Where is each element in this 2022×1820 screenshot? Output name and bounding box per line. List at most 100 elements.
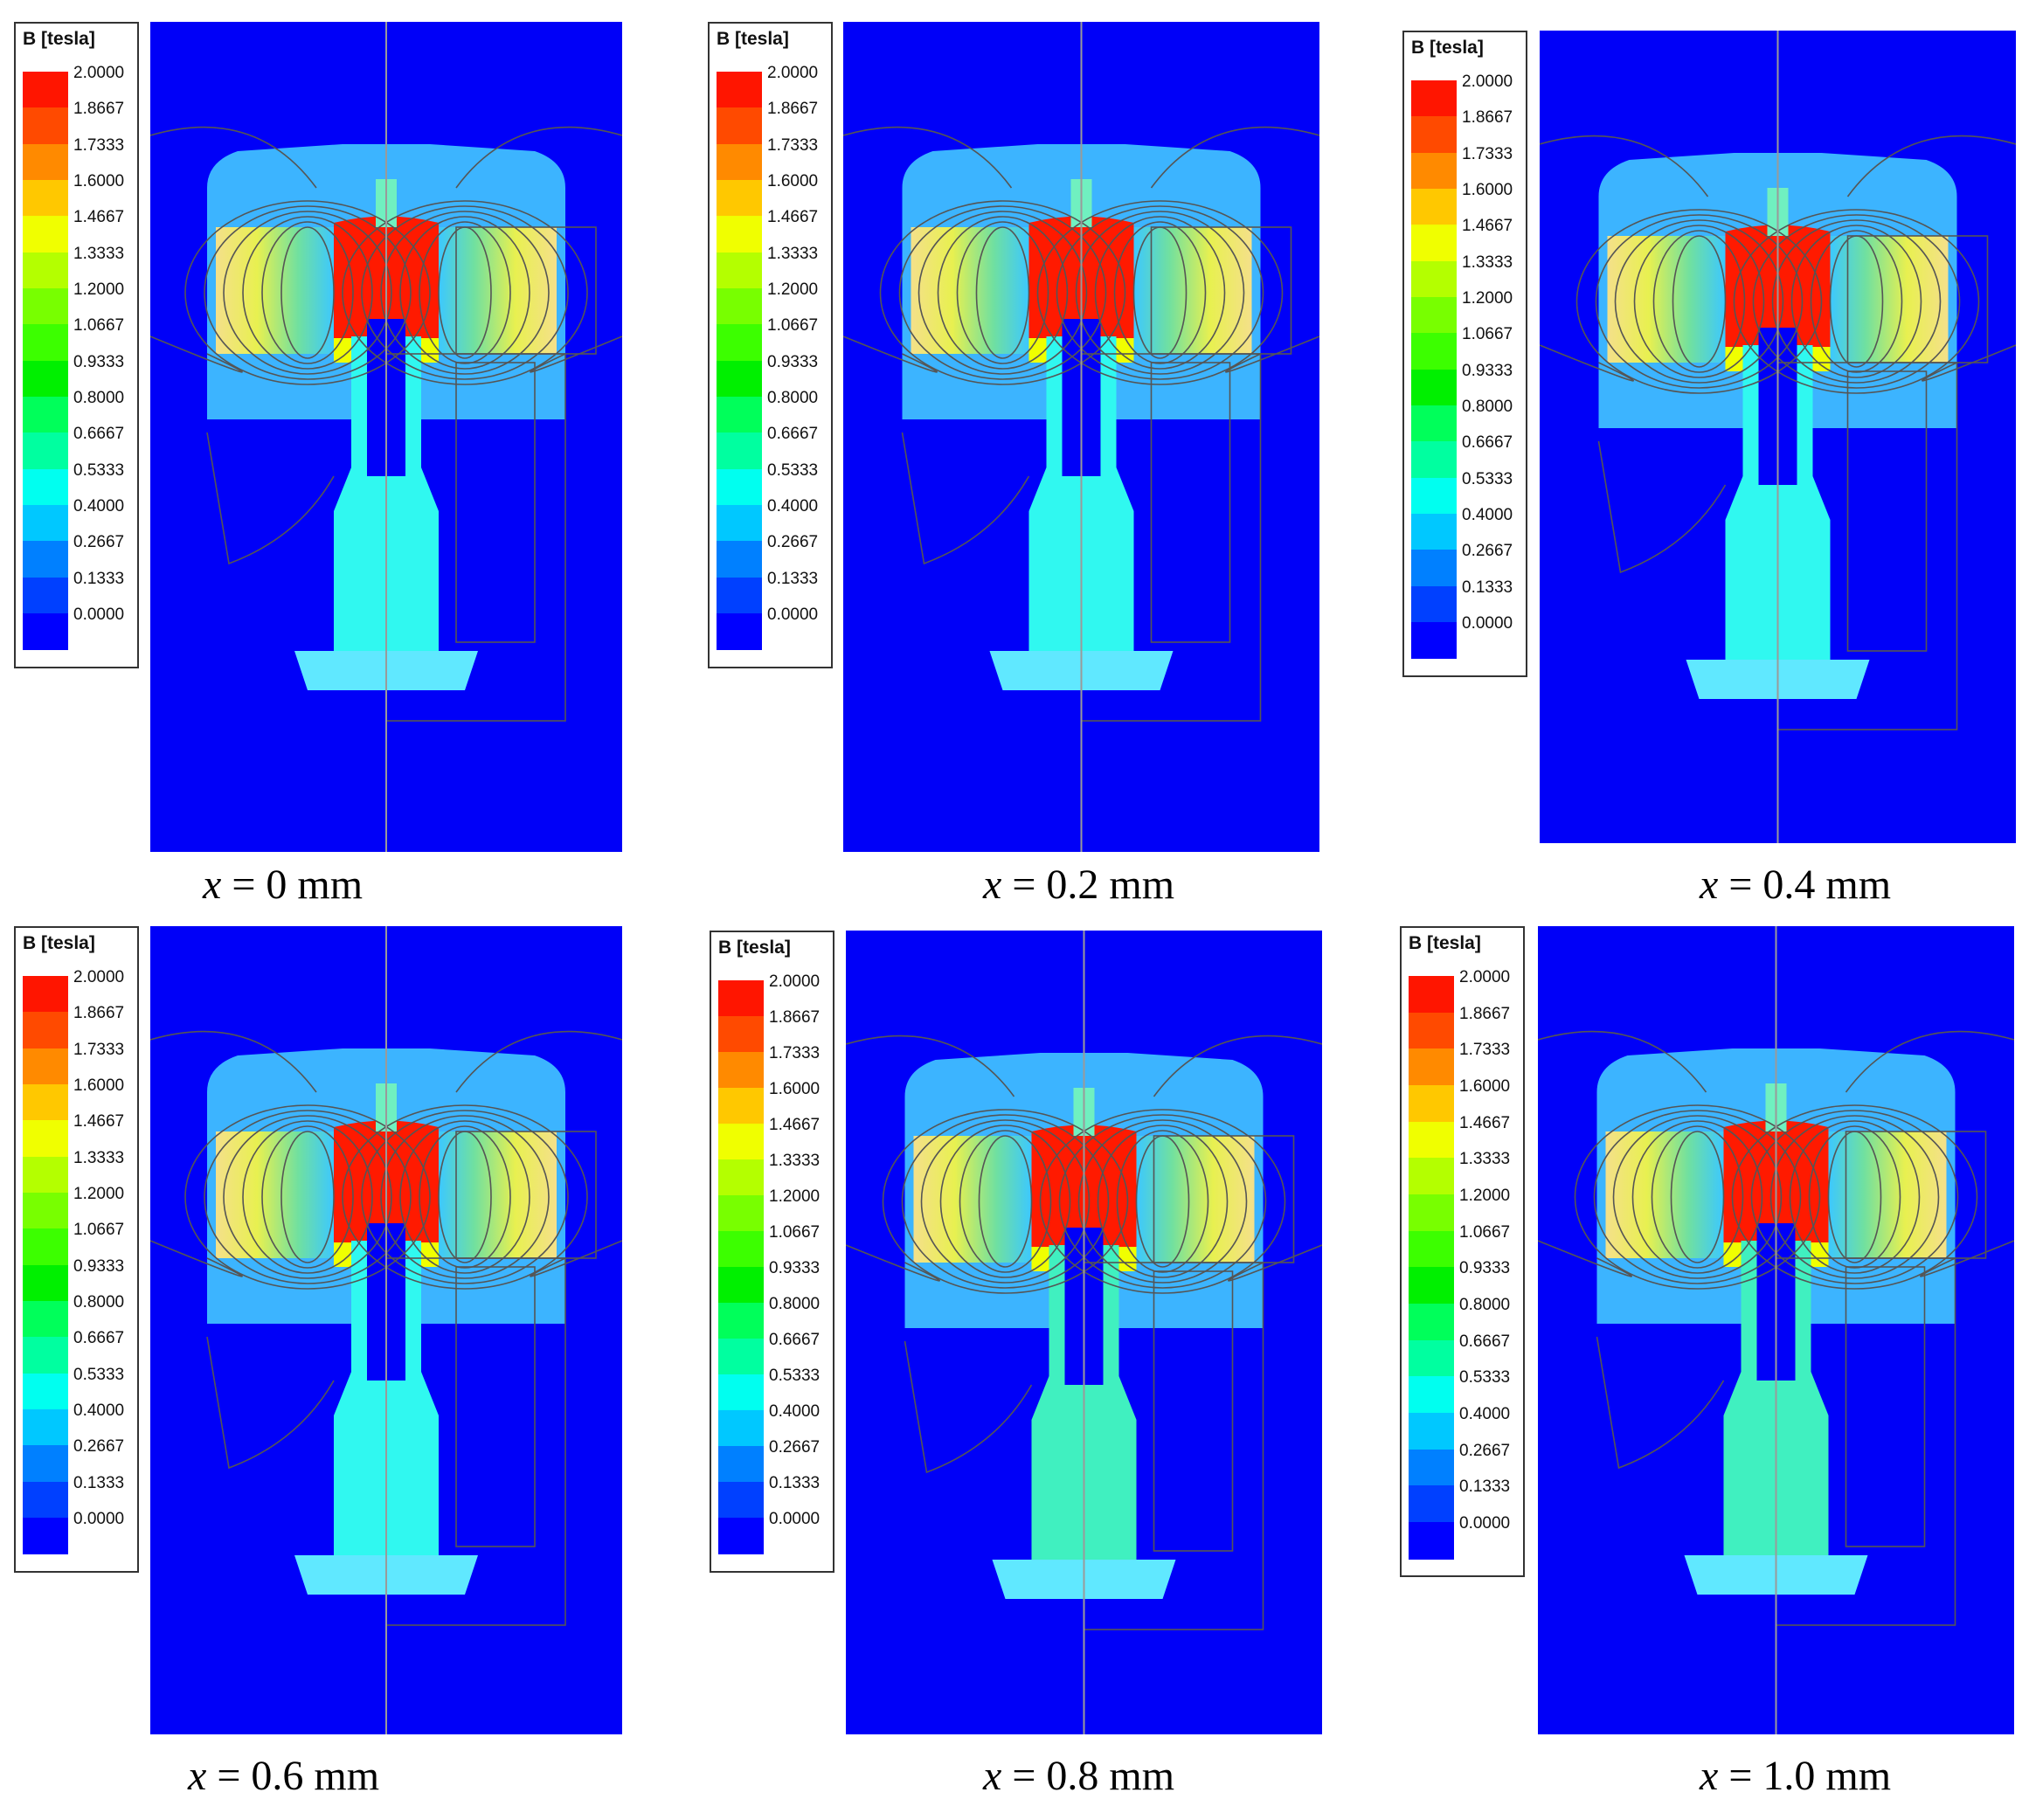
legend-swatch [718,1016,764,1053]
legend-swatch [718,1374,764,1411]
legend-level-label: 1.3333 [73,1148,125,1167]
legend-level-label: 1.8667 [73,1004,125,1023]
legend-swatch [1411,585,1457,623]
caption-value: = 1.0 mm [1718,1753,1892,1799]
legend-level-label: 0.0000 [1459,1514,1511,1533]
legend-swatch [23,1048,68,1085]
legend-level-label: 1.4667 [767,208,819,227]
legend-level-label: 1.4667 [769,1116,821,1134]
legend-level-label: 0.0000 [73,606,125,624]
legend-swatch [718,980,764,1017]
panel-caption: x = 0 mm [203,861,363,909]
legend-swatch [23,1301,68,1339]
legend-swatch [1409,1158,1454,1195]
legend-level-label: 0.0000 [1462,614,1513,633]
legend-swatch [717,360,762,398]
legend-swatch [718,1518,764,1554]
legend-swatch [1411,441,1457,479]
legend-level-label: 1.6000 [767,172,819,190]
legend-swatch [23,1373,68,1410]
legend-level-label: 1.8667 [769,1008,821,1027]
legend-level-label: 0.8000 [769,1295,821,1313]
legend-level-label: 0.9333 [1459,1259,1511,1278]
legend-level-label: 1.4667 [1462,217,1513,236]
legend-swatch [23,1012,68,1049]
legend-level-label: 2.0000 [769,972,821,991]
panel-caption: x = 0.6 mm [188,1752,379,1800]
legend-level-label: 1.6000 [1459,1077,1511,1096]
color-legend: B [tesla] 2.0000 1.8667 1.7333 1.6000 1.4667 1… [1400,926,1525,1577]
color-legend: B [tesla] 2.0000 1.8667 1.7333 1.6000 1.4667 1… [708,22,833,668]
flux-density-plot [1540,31,2016,843]
legend-swatch [1411,260,1457,298]
flux-density-plot [843,22,1319,852]
legend-swatch [1411,225,1457,262]
legend-level-label: 0.6667 [1459,1332,1511,1351]
legend-swatch [717,505,762,543]
legend-swatch [23,976,68,1014]
legend-level-label: 0.4000 [73,1401,125,1420]
legend-swatch [23,1120,68,1158]
legend-level-label: 0.9333 [73,352,125,371]
legend-level-label: 0.8000 [767,389,819,407]
legend-swatch [1411,80,1457,118]
legend-level-label: 2.0000 [1459,968,1511,986]
legend-swatch [1411,477,1457,515]
legend-swatch [718,1231,764,1268]
legend-level-label: 1.0667 [73,316,125,336]
legend-level-label: 0.9333 [73,1256,125,1276]
legend-swatch [717,252,762,289]
legend-level-label: 0.2667 [1459,1441,1511,1460]
legend-swatch [717,613,762,651]
caption-variable: x [1700,1753,1719,1799]
legend-level-label: 1.2000 [73,1185,125,1203]
legend-swatch [1409,1485,1454,1523]
legend-swatch [718,1303,764,1339]
legend-swatch [1411,550,1457,587]
legend-level-label: 0.9333 [769,1259,821,1277]
legend-swatch [23,1409,68,1447]
legend-swatch [23,1228,68,1266]
legend-level-label: 1.2000 [1462,289,1513,308]
legend-level-label: 1.3333 [1459,1150,1511,1169]
caption-variable: x [983,862,1002,908]
legend-level-label: 0.1333 [769,1474,821,1492]
legend-swatch [23,1084,68,1122]
legend-swatch [1409,1449,1454,1487]
legend-swatch [23,1481,68,1519]
legend-swatch [23,216,68,253]
legend-swatch [718,1339,764,1375]
legend-swatch [1411,116,1457,154]
legend-swatch [718,1124,764,1160]
panel-caption: x = 0.2 mm [983,861,1174,909]
legend-swatch [718,1052,764,1089]
legend-level-label: 2.0000 [767,64,819,82]
legend-swatch [1409,1012,1454,1050]
legend-swatch [23,360,68,398]
legend-level-label: 1.2000 [73,280,125,299]
legend-swatch [1409,1121,1454,1159]
legend-swatch [718,1088,764,1125]
legend-level-label: 0.0000 [767,606,819,624]
legend-level-label: 1.7333 [1459,1041,1511,1060]
caption-value: = 0.6 mm [206,1753,380,1799]
legend-level-label: 0.5333 [1459,1368,1511,1387]
legend-level-label: 1.3333 [767,244,819,263]
legend-level-label: 1.6000 [73,172,125,190]
legend-level-label: 1.4667 [1459,1113,1511,1132]
legend-level-label: 1.7333 [1462,144,1513,163]
legend-level-label: 0.4000 [1462,506,1513,524]
color-legend: B [tesla] 2.0000 1.8667 1.7333 1.6000 1.4667 1… [1402,31,1527,677]
caption-variable: x [203,862,222,908]
legend-level-label: 0.2667 [73,533,125,552]
legend-level-label: 0.2667 [1462,542,1513,561]
flux-density-plot [1538,926,2014,1734]
legend-swatch [23,1264,68,1302]
legend-swatch [1411,297,1457,335]
legend-level-label: 0.1333 [73,569,125,588]
legend-swatch [23,107,68,145]
legend-level-label: 0.2667 [767,533,819,552]
caption-value: = 0.2 mm [1001,862,1175,908]
legend-level-label: 0.1333 [73,1473,125,1492]
legend-title: B [tesla] [23,29,95,49]
